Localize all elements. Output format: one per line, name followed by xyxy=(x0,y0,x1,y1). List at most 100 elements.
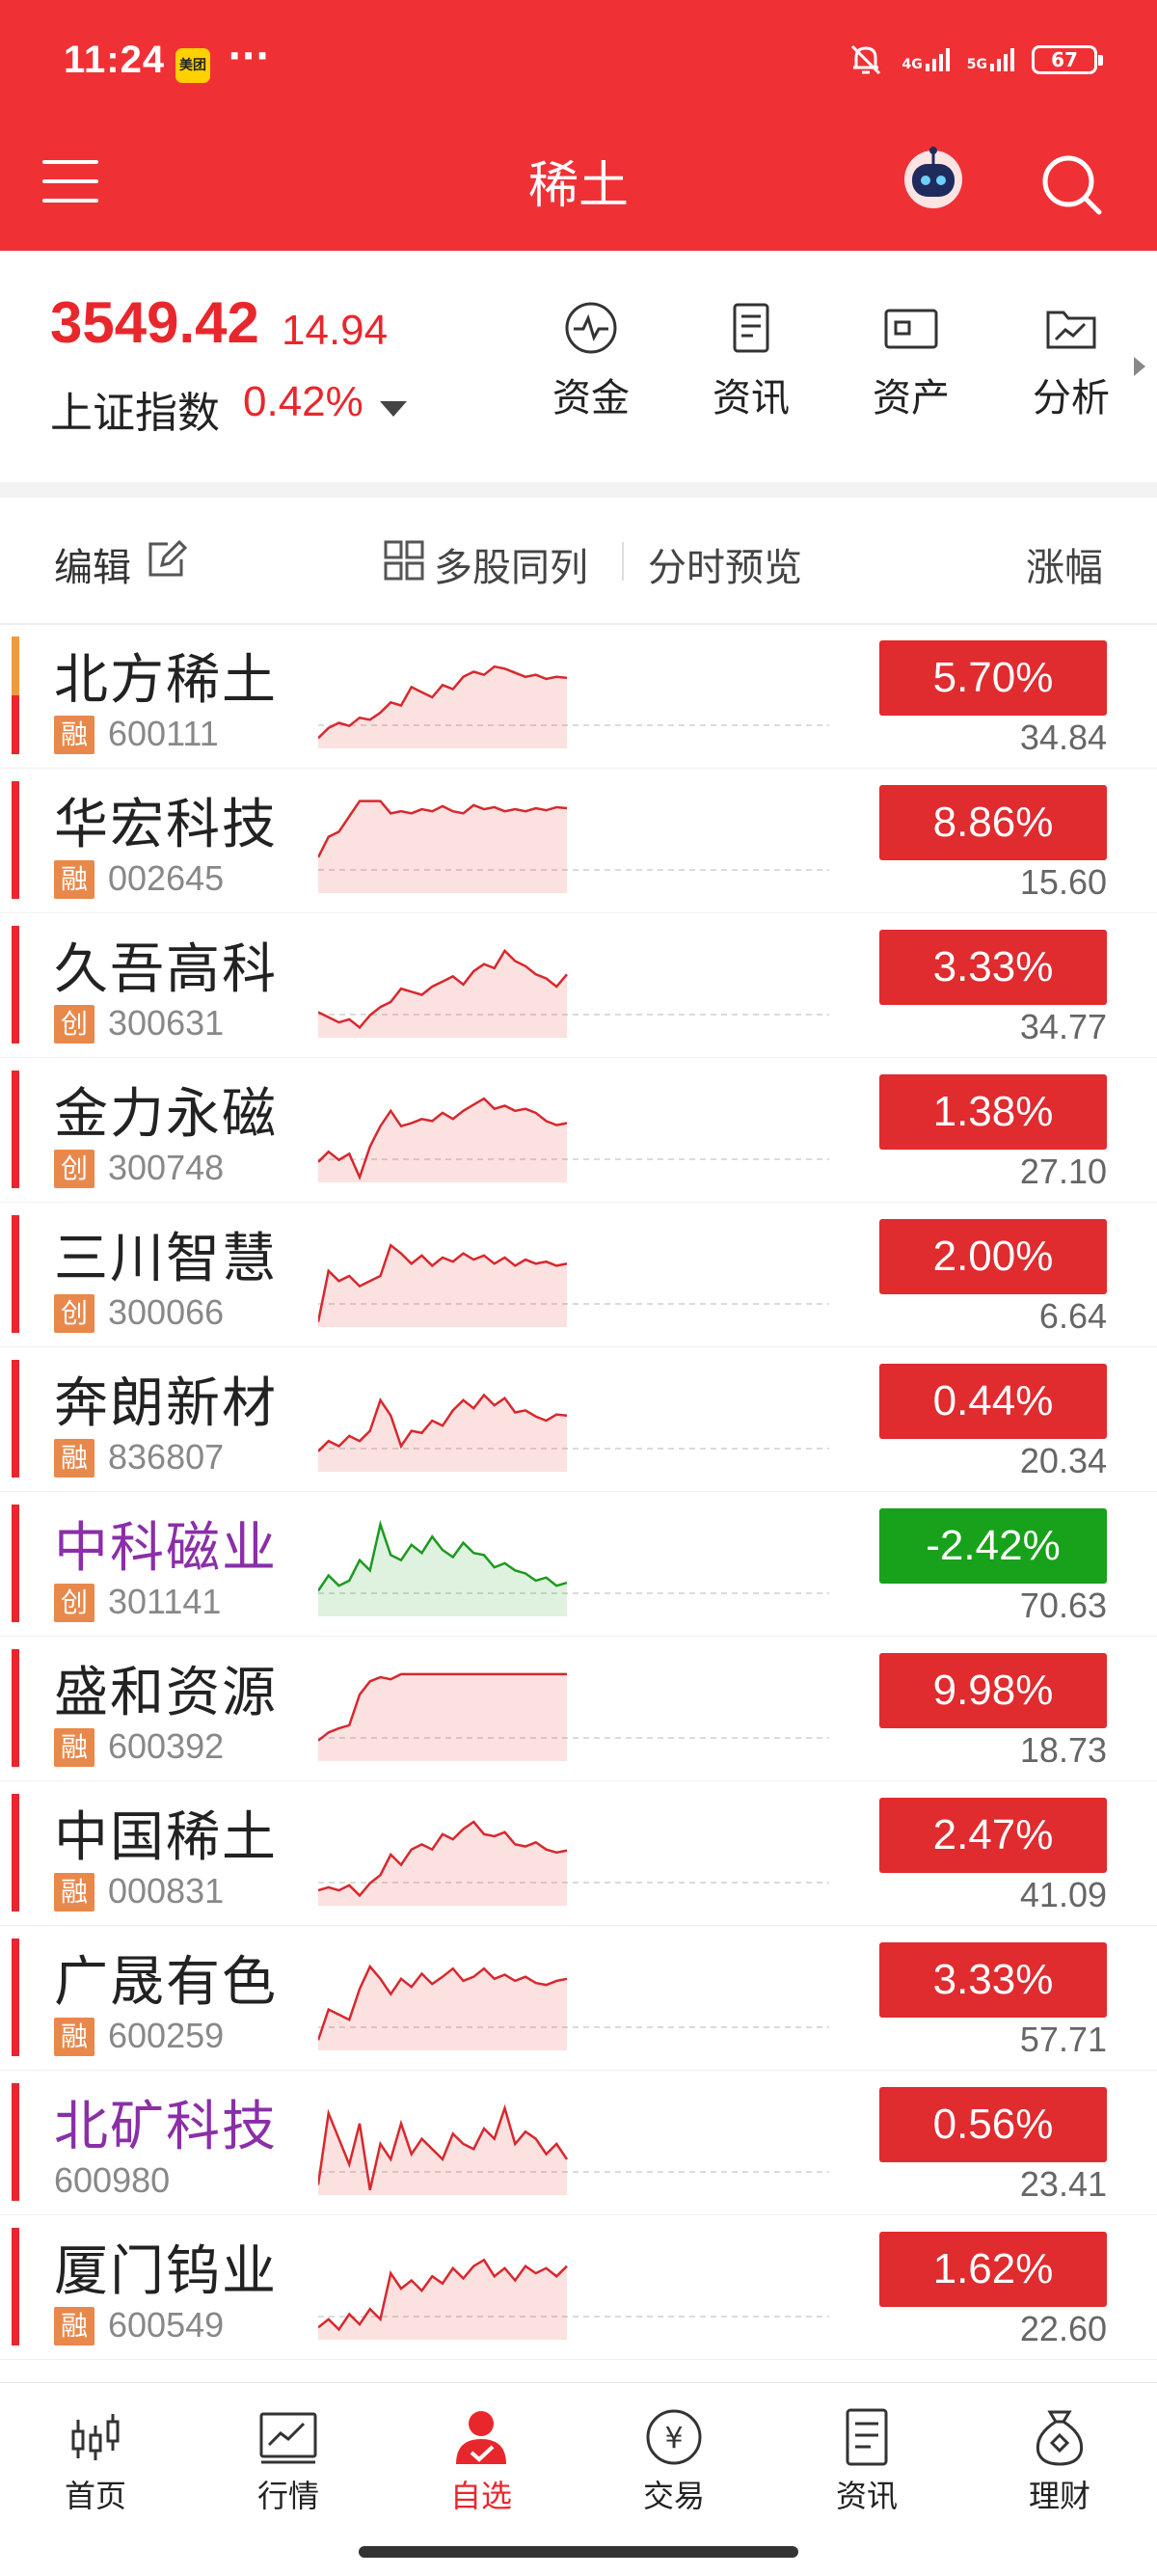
stock-badge: 融 xyxy=(54,1728,94,1767)
row-indicator xyxy=(12,1505,19,1622)
edit-button[interactable]: 编辑 xyxy=(54,546,131,590)
row-indicator xyxy=(12,637,19,754)
nav-watchlist[interactable]: 自选 xyxy=(418,2406,544,2516)
row-indicator xyxy=(12,1071,19,1188)
stock-row[interactable]: 北矿科技 600980 0.56% 23.41 xyxy=(0,2070,1157,2215)
stock-name: 中国稀土 xyxy=(54,1806,278,1869)
quick-link-funds[interactable]: 资金 xyxy=(538,299,644,422)
intraday-sparkline xyxy=(318,1820,829,1906)
change-percent-badge[interactable]: 1.38% xyxy=(879,1074,1107,1150)
nav-news[interactable]: 资讯 xyxy=(804,2406,929,2516)
change-percent-badge[interactable]: 1.62% xyxy=(879,2232,1107,2307)
change-percent-badge[interactable]: 2.00% xyxy=(879,1219,1107,1294)
stock-badge: 融 xyxy=(54,1873,94,1912)
stock-code: 300748 xyxy=(108,1148,225,1187)
nav-home[interactable]: 首页 xyxy=(33,2406,158,2516)
quick-link-analysis[interactable]: 分析 xyxy=(1018,299,1124,422)
multi-stock-button[interactable]: 多股同列 xyxy=(434,546,588,590)
intraday-sparkline xyxy=(318,800,829,893)
stock-row[interactable]: 广晟有色融 600259 3.33% 57.71 xyxy=(0,1925,1157,2071)
row-indicator xyxy=(12,926,19,1044)
row-indicator xyxy=(12,781,19,899)
stock-row[interactable]: 久吾高科创 300631 3.33% 34.77 xyxy=(0,912,1157,1058)
change-percent-badge[interactable]: 5.70% xyxy=(879,640,1107,716)
stock-row[interactable]: 厦门钨业融 600549 1.62% 22.60 xyxy=(0,2214,1157,2360)
index-dropdown-icon[interactable] xyxy=(380,401,407,417)
sparkline-line xyxy=(318,1964,568,2041)
menu-icon[interactable] xyxy=(42,160,98,203)
nav-market[interactable]: 行情 xyxy=(226,2406,351,2516)
stock-price: 15.60 xyxy=(1019,862,1107,902)
change-percent-badge[interactable]: 0.56% xyxy=(879,2087,1107,2162)
row-indicator xyxy=(12,1939,19,2056)
stock-name: 久吾高科 xyxy=(54,938,278,1001)
sparkline-line xyxy=(318,1672,567,1742)
index-summary[interactable]: 3549.42 14.94 上证指数 0.42% 资金 资讯 资产 分析 xyxy=(0,251,1157,482)
nav-label: 资讯 xyxy=(835,2478,898,2514)
quick-link-news[interactable]: 资讯 xyxy=(698,299,804,422)
row-indicator xyxy=(12,2083,19,2201)
stock-row[interactable]: 华宏科技融 002645 8.86% 15.60 xyxy=(0,768,1157,913)
grid-icon[interactable] xyxy=(384,540,424,581)
stock-row[interactable]: 中国稀土融 000831 2.47% 41.09 xyxy=(0,1780,1157,1926)
intraday-preview-button[interactable]: 分时预览 xyxy=(648,546,802,590)
stock-price: 57.71 xyxy=(1019,2020,1107,2059)
stock-code: 002645 xyxy=(108,858,225,898)
intraday-sparkline xyxy=(318,1519,829,1616)
stock-name: 厦门钨业 xyxy=(54,2240,278,2303)
sparkline-line xyxy=(318,1393,568,1452)
sparkline-area xyxy=(318,1524,567,1616)
home-indicator[interactable] xyxy=(359,2546,798,2558)
change-percent-badge[interactable]: 9.98% xyxy=(879,1653,1107,1728)
sparkline-line xyxy=(318,948,568,1030)
stock-row[interactable]: 中科磁业创 301141 -2.42% 70.63 xyxy=(0,1491,1157,1637)
more-notifications-icon: ··· xyxy=(228,35,270,77)
stock-price: 20.34 xyxy=(1019,1441,1107,1480)
search-icon[interactable] xyxy=(1037,150,1105,218)
scroll-right-icon[interactable] xyxy=(1134,357,1145,376)
change-percent-badge[interactable]: 8.86% xyxy=(879,785,1107,860)
stock-name: 三川智慧 xyxy=(54,1228,278,1290)
change-column-sort[interactable]: 涨幅 xyxy=(1026,546,1103,590)
signal-5g-icon: 5G xyxy=(967,48,1014,71)
robot-assistant-icon[interactable] xyxy=(897,141,970,210)
intraday-sparkline xyxy=(318,1672,829,1761)
intraday-sparkline xyxy=(318,948,829,1038)
stock-row[interactable]: 奔朗新材融 836807 0.44% 20.34 xyxy=(0,1346,1157,1492)
sparkline-area xyxy=(318,950,567,1038)
stock-price: 23.41 xyxy=(1019,2164,1107,2204)
nav-wealth[interactable]: 理财 xyxy=(997,2406,1122,2516)
nav-trade[interactable]: ¥ 交易 xyxy=(611,2406,737,2516)
sparkline-line xyxy=(318,2103,569,2190)
stock-badge: 融 xyxy=(54,716,94,754)
edit-icon[interactable] xyxy=(145,538,187,581)
stock-code: 600549 xyxy=(108,2305,225,2345)
quick-link-assets[interactable]: 资产 xyxy=(858,299,964,422)
sparkline-line xyxy=(318,1519,568,1592)
person-check-icon xyxy=(456,2411,506,2464)
sparkline-area xyxy=(318,1098,567,1182)
sparkline-area xyxy=(318,2260,567,2340)
stock-price: 22.60 xyxy=(1019,2309,1107,2348)
row-indicator xyxy=(12,2228,19,2346)
stock-row[interactable]: 北方稀土融 600111 5.70% 34.84 xyxy=(0,623,1157,769)
change-percent-badge[interactable]: 0.44% xyxy=(879,1364,1107,1439)
row-indicator xyxy=(12,1215,19,1333)
change-percent-badge[interactable]: 3.33% xyxy=(879,1942,1107,2018)
meituan-notification-icon: 美团 xyxy=(175,48,210,83)
stock-code: 600111 xyxy=(108,714,219,753)
stock-badge: 融 xyxy=(54,1439,94,1478)
intraday-sparkline xyxy=(318,1393,829,1472)
stock-badge: 创 xyxy=(54,1294,94,1333)
stock-row[interactable]: 三川智慧创 300066 2.00% 6.64 xyxy=(0,1202,1157,1347)
stock-name: 北矿科技 xyxy=(54,2096,278,2158)
change-percent-badge[interactable]: -2.42% xyxy=(879,1508,1107,1584)
sparkline-area xyxy=(318,1245,567,1327)
stock-row[interactable]: 金力永磁创 300748 1.38% 27.10 xyxy=(0,1057,1157,1203)
network-4g-label: 4G xyxy=(901,57,923,72)
change-percent-badge[interactable]: 2.47% xyxy=(879,1798,1107,1873)
change-percent-badge[interactable]: 3.33% xyxy=(879,930,1107,1005)
sparkline-line xyxy=(318,2258,568,2332)
stock-row[interactable]: 盛和资源融 600392 9.98% 18.73 xyxy=(0,1636,1157,1781)
signal-4g-icon: 4G xyxy=(902,48,950,71)
